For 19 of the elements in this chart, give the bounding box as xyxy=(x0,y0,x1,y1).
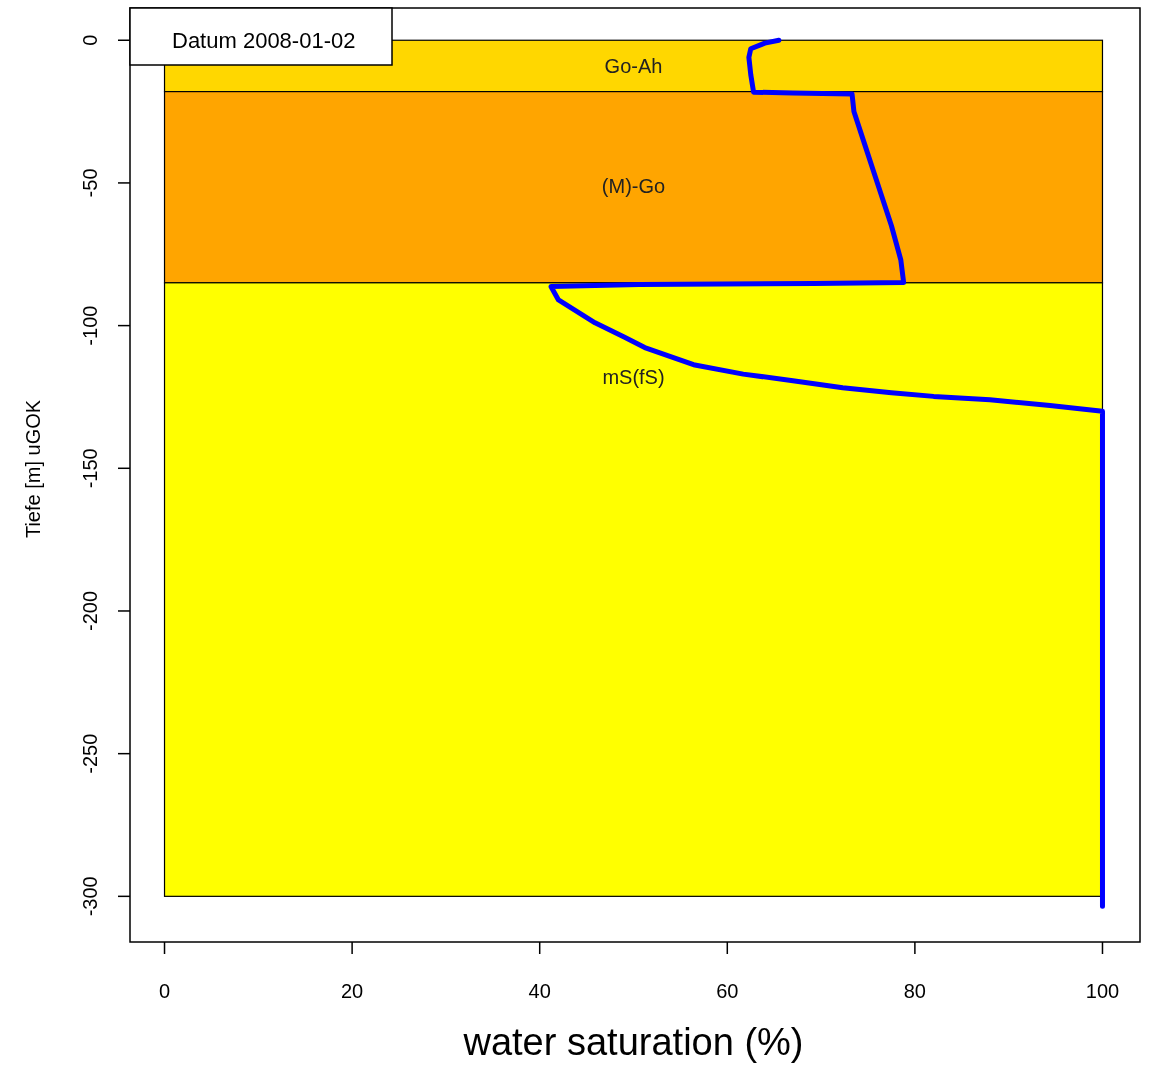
y-tick-label: -150 xyxy=(79,448,101,489)
y-tick-label: 0 xyxy=(79,34,101,46)
y-axis-title: Tiefe [m] uGOK xyxy=(22,399,44,539)
x-axis-title: water saturation (%) xyxy=(462,1021,804,1063)
legend-title: Datum 2008-01-02 xyxy=(172,28,356,53)
x-tick-label: 40 xyxy=(528,980,551,1002)
band-label: (M)-Go xyxy=(601,174,666,197)
x-tick-label: 20 xyxy=(340,980,364,1002)
y-tick-label: -100 xyxy=(79,305,101,346)
band-label: Go-Ah xyxy=(604,54,663,77)
y-tick-label: -200 xyxy=(79,590,101,631)
x-tick-label: 60 xyxy=(716,980,739,1002)
x-tick-label: 80 xyxy=(903,980,927,1002)
x-tick-label: 0 xyxy=(158,980,171,1002)
y-tick-label: -300 xyxy=(79,876,101,917)
x-tick-label: 100 xyxy=(1085,980,1120,1002)
y-tick-label: -250 xyxy=(79,733,101,774)
band-label: mS(fS) xyxy=(602,365,665,388)
y-tick-label: -50 xyxy=(79,168,101,198)
